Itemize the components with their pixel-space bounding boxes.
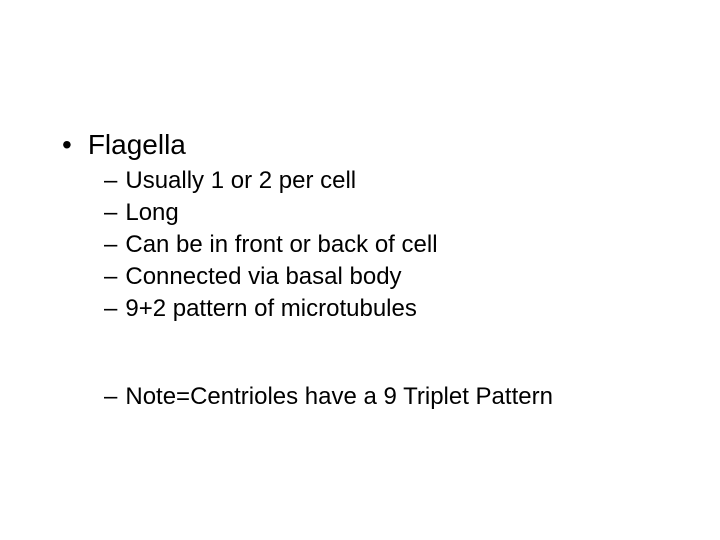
bullet-text: Flagella xyxy=(88,128,186,162)
sub-bullet-item: – Can be in front or back of cell xyxy=(104,230,720,260)
bullet-item-flagella: • Flagella xyxy=(54,128,720,162)
sub-bullet-text: Usually 1 or 2 per cell xyxy=(125,166,356,196)
sub-bullet-text: Connected via basal body xyxy=(125,262,401,292)
vertical-gap xyxy=(104,326,720,382)
sub-bullet-text: 9+2 pattern of microtubules xyxy=(125,294,417,324)
subitem-container: – Usually 1 or 2 per cell – Long – Can b… xyxy=(104,166,720,412)
dash-marker: – xyxy=(104,230,117,260)
sub-bullet-text: Can be in front or back of cell xyxy=(125,230,437,260)
dash-marker: – xyxy=(104,262,117,292)
dash-marker: – xyxy=(104,166,117,196)
dash-marker: – xyxy=(104,382,117,412)
sub-bullet-item: – Connected via basal body xyxy=(104,262,720,292)
dash-marker: – xyxy=(104,198,117,228)
sub-bullet-text: Note=Centrioles have a 9 Triplet Pattern xyxy=(125,382,553,412)
sub-bullet-item: – Note=Centrioles have a 9 Triplet Patte… xyxy=(104,382,720,412)
sub-bullet-text: Long xyxy=(125,198,178,228)
sub-bullet-item: – 9+2 pattern of microtubules xyxy=(104,294,720,324)
bullet-marker: • xyxy=(62,128,72,162)
sub-bullet-item: – Long xyxy=(104,198,720,228)
sub-bullet-item: – Usually 1 or 2 per cell xyxy=(104,166,720,196)
dash-marker: – xyxy=(104,294,117,324)
